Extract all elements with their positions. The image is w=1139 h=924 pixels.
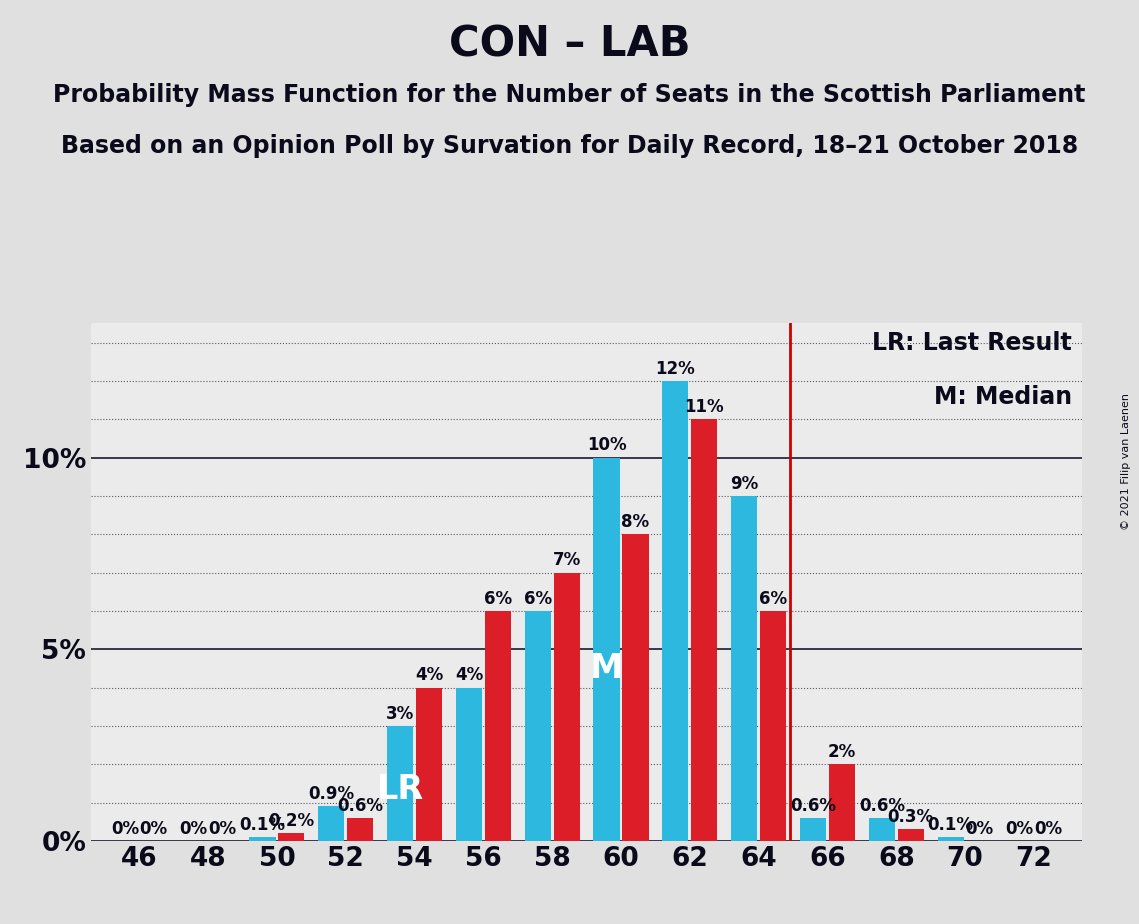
Text: 8%: 8% — [622, 513, 649, 531]
Text: 0%: 0% — [1034, 820, 1063, 838]
Bar — [829, 764, 855, 841]
Bar — [249, 837, 276, 841]
Bar — [485, 611, 511, 841]
Text: 10%: 10% — [587, 436, 626, 455]
Text: 6%: 6% — [484, 590, 511, 608]
Bar — [318, 807, 344, 841]
Text: 6%: 6% — [524, 590, 551, 608]
Text: 0%: 0% — [140, 820, 167, 838]
Text: 0.1%: 0.1% — [239, 816, 286, 834]
Text: 0.9%: 0.9% — [309, 785, 354, 803]
Text: LR: Last Result: LR: Last Result — [872, 331, 1072, 355]
Text: 7%: 7% — [552, 552, 581, 569]
Text: 0.6%: 0.6% — [859, 796, 904, 815]
Bar — [760, 611, 786, 841]
Bar — [869, 818, 895, 841]
Text: Based on an Opinion Poll by Survation for Daily Record, 18–21 October 2018: Based on an Opinion Poll by Survation fo… — [60, 134, 1079, 158]
Text: 12%: 12% — [655, 359, 695, 378]
Text: 2%: 2% — [828, 743, 857, 761]
Text: 0.2%: 0.2% — [269, 812, 314, 830]
Bar — [347, 818, 374, 841]
Text: 11%: 11% — [685, 398, 724, 416]
Text: 0%: 0% — [1006, 820, 1033, 838]
Bar — [622, 534, 648, 841]
Text: 0%: 0% — [110, 820, 139, 838]
Bar — [662, 381, 688, 841]
Text: 0%: 0% — [208, 820, 237, 838]
Text: 6%: 6% — [759, 590, 787, 608]
Bar — [416, 687, 442, 841]
Text: 4%: 4% — [454, 666, 483, 685]
Text: 0.1%: 0.1% — [927, 816, 974, 834]
Text: M: M — [590, 651, 623, 685]
Bar — [691, 419, 718, 841]
Bar — [278, 833, 304, 841]
Text: 9%: 9% — [730, 475, 759, 492]
Text: 0.6%: 0.6% — [337, 796, 383, 815]
Bar — [525, 611, 551, 841]
Text: 4%: 4% — [415, 666, 443, 685]
Bar — [387, 726, 413, 841]
Text: M: Median: M: Median — [934, 385, 1072, 409]
Text: Probability Mass Function for the Number of Seats in the Scottish Parliament: Probability Mass Function for the Number… — [54, 83, 1085, 107]
Bar — [456, 687, 482, 841]
Bar — [593, 457, 620, 841]
Bar — [898, 830, 924, 841]
Text: 0.6%: 0.6% — [790, 796, 836, 815]
Bar — [937, 837, 964, 841]
Text: 0.3%: 0.3% — [887, 808, 934, 826]
Text: CON – LAB: CON – LAB — [449, 23, 690, 65]
Text: 0%: 0% — [180, 820, 207, 838]
Text: 3%: 3% — [386, 705, 415, 723]
Bar — [800, 818, 826, 841]
Text: LR: LR — [377, 772, 424, 806]
Text: 0%: 0% — [966, 820, 993, 838]
Bar — [731, 496, 757, 841]
Text: © 2021 Filip van Laenen: © 2021 Filip van Laenen — [1121, 394, 1131, 530]
Bar — [554, 573, 580, 841]
